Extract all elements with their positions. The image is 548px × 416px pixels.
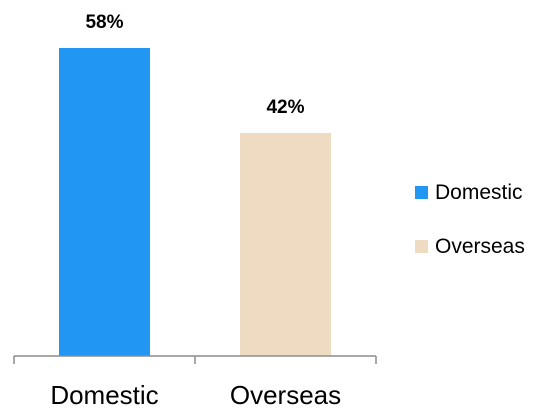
legend-swatch-overseas xyxy=(415,240,428,253)
bars-layer xyxy=(59,48,331,356)
bar-overseas xyxy=(240,132,331,356)
x-axis: Domestic Overseas xyxy=(13,355,377,410)
data-labels-layer: 58% 42% xyxy=(85,12,304,118)
legend-label-overseas: Overseas xyxy=(435,235,525,258)
data-label-overseas: 42% xyxy=(266,97,304,118)
legend-label-domestic: Domestic xyxy=(435,181,523,204)
data-label-domestic: 58% xyxy=(85,12,123,33)
legend-swatch-domestic xyxy=(415,186,428,199)
bar-domestic xyxy=(59,48,150,356)
x-tick-label-overseas: Overseas xyxy=(230,380,341,410)
legend: Domestic Overseas xyxy=(415,181,525,258)
x-tick-label-domestic: Domestic xyxy=(50,380,158,410)
